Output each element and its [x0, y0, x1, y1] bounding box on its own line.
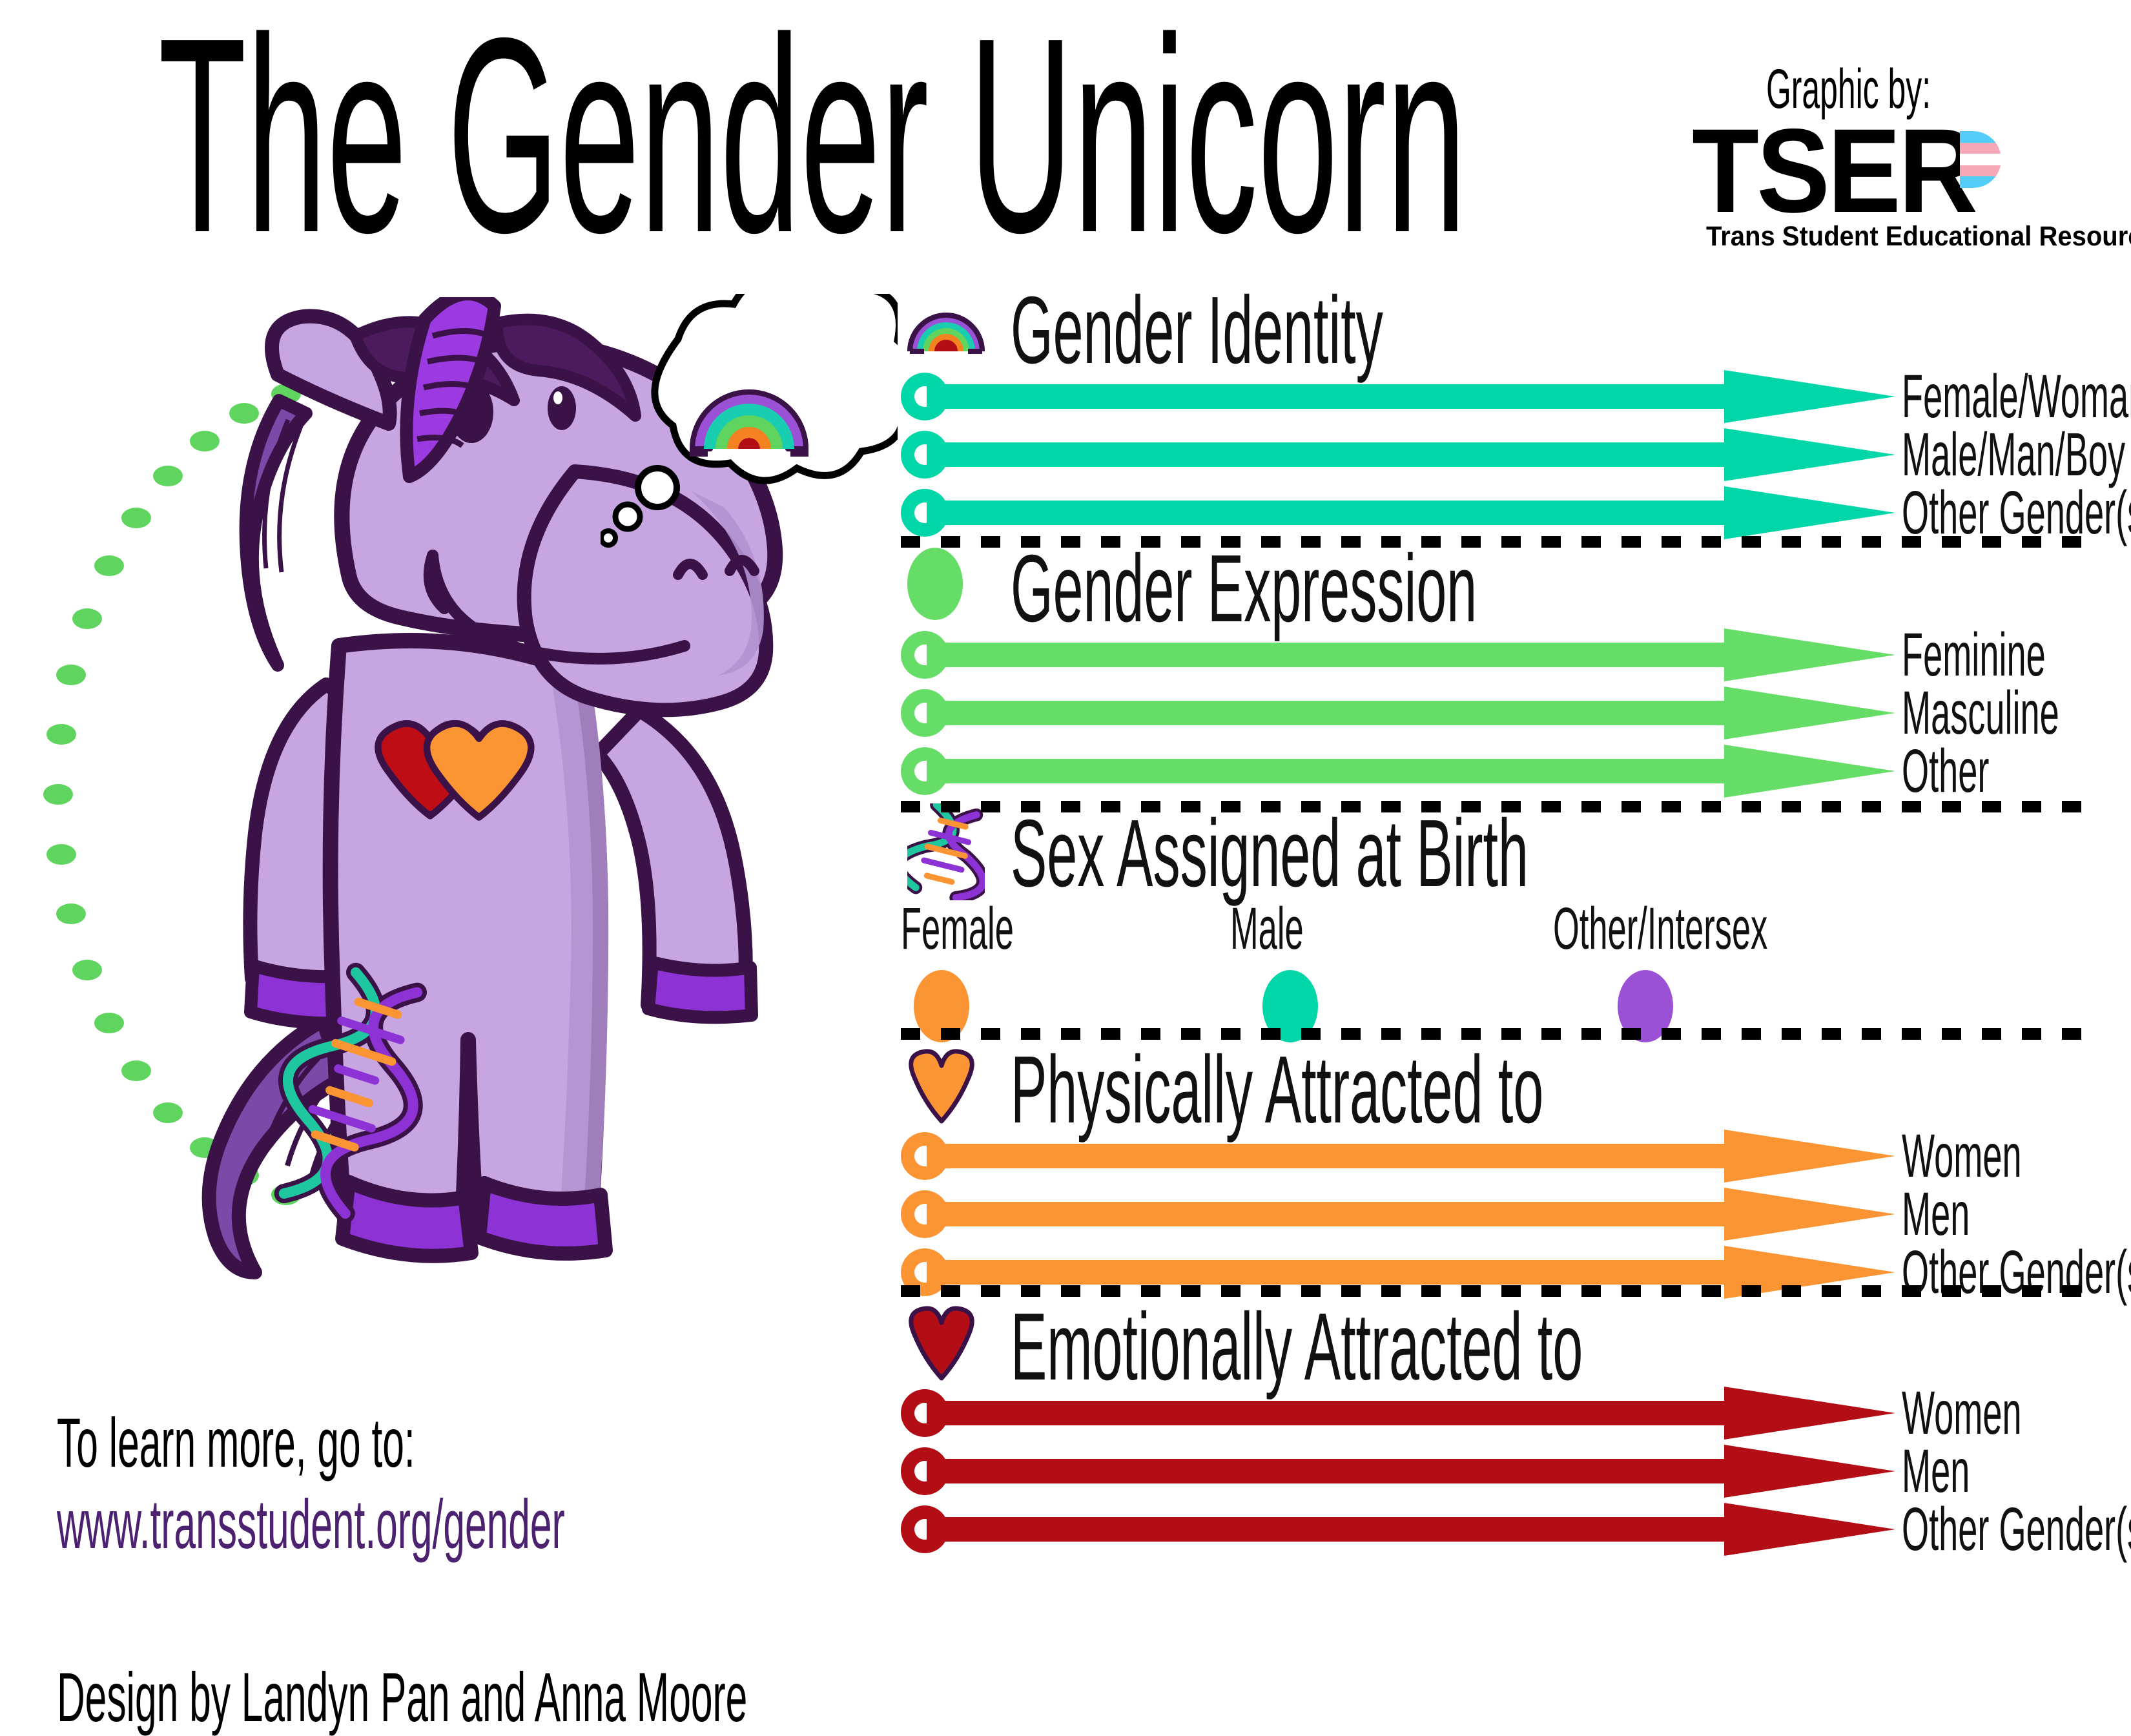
green-dot — [43, 784, 73, 805]
green-dot — [56, 665, 87, 686]
green-dot — [72, 608, 102, 629]
green-dot — [94, 555, 124, 576]
green-dot — [229, 403, 259, 424]
arrow-shaft — [927, 1260, 1724, 1285]
arrow-label: Women — [1902, 1122, 2022, 1190]
arrow-shaft — [927, 1144, 1724, 1168]
orange-heart-icon — [907, 1048, 976, 1124]
green-dot — [121, 507, 151, 528]
page-title: The Gender Unicorn — [158, 0, 1467, 291]
arrow-head-icon — [1724, 428, 1895, 481]
arrow-label: Men — [1902, 1180, 1970, 1248]
green-dot — [46, 723, 77, 745]
arrow-label: Feminine — [1902, 621, 2046, 689]
sab-label: Male — [1230, 896, 1304, 962]
infographic-canvas: The Gender Unicorn Graphic by: TSER Tran… — [43, 0, 2131, 1732]
green-dot — [94, 1013, 124, 1034]
green-dot — [121, 1060, 151, 1082]
section-title: Gender Expression — [1011, 535, 1477, 642]
green-dot — [189, 430, 220, 451]
graphic-by-label: Graphic by: — [1766, 58, 1931, 120]
section-title: Emotionally Attracted to — [1011, 1294, 1583, 1400]
design-credit: Design by Landyn Pan and Anna Moore — [57, 1658, 748, 1736]
footer: To learn more, go to: www.transstudent.o… — [57, 1408, 832, 1732]
tser-subtitle: Trans Student Educational Resources — [1706, 221, 2131, 252]
section-divider — [901, 1028, 2099, 1040]
tser-logo: Graphic by: TSER Trans Student Education… — [1692, 58, 2131, 251]
arrow-head-icon — [1724, 486, 1895, 539]
green-circle-icon — [907, 548, 963, 620]
arrow-label: Masculine — [1902, 679, 2059, 747]
arrow-label: Other Gender(s) — [1902, 479, 2131, 547]
arrow-head-icon — [1724, 628, 1895, 681]
section-divider — [901, 801, 2099, 812]
website-link[interactable]: www.transstudent.org/gender — [57, 1485, 565, 1563]
rainbow-icon — [907, 292, 985, 354]
dna-icon — [892, 798, 990, 904]
arrow-shaft — [927, 701, 1724, 725]
arrow-label: Male/Man/Boy — [1902, 420, 2126, 489]
arrow-head-icon — [1724, 1188, 1895, 1241]
trans-flag-icon — [1960, 131, 2001, 188]
arrow-head-icon — [1724, 1503, 1895, 1556]
arrow-shaft — [927, 1401, 1724, 1425]
section-title: Physically Attracted to — [1011, 1037, 1544, 1143]
arrow-shaft — [927, 501, 1724, 525]
section-divider — [901, 1285, 2099, 1297]
sab-label: Female — [901, 896, 1014, 962]
green-dot — [153, 465, 183, 486]
section-divider — [901, 536, 2099, 548]
arrow-shaft — [927, 1202, 1724, 1226]
arrow-shaft — [927, 442, 1724, 467]
sab-label: Other/Intersex — [1553, 896, 1768, 962]
arrow-shaft — [927, 759, 1724, 783]
arrow-shaft — [927, 1459, 1724, 1483]
arrow-head-icon — [1724, 370, 1895, 423]
green-dot — [56, 903, 87, 924]
thought-bubble — [599, 263, 918, 565]
arrow-head-icon — [1724, 687, 1895, 739]
arrow-label: Female/Woman/Girl — [1902, 362, 2131, 431]
arrow-head-icon — [1724, 745, 1895, 798]
arrow-head-icon — [1724, 1445, 1895, 1498]
arrow-label: Other — [1902, 737, 1990, 805]
arrow-label: Other Gender(s) — [1902, 1495, 2131, 1564]
arrow-label: Men — [1902, 1437, 1970, 1505]
arrow-shaft — [927, 643, 1724, 667]
green-dot — [46, 844, 77, 865]
learn-more-label: To learn more, go to: — [57, 1403, 415, 1482]
green-dot — [153, 1102, 183, 1124]
arrow-shaft — [927, 1517, 1724, 1542]
red-heart-icon — [907, 1305, 976, 1381]
green-dot — [72, 960, 102, 981]
page-title-wrap: The Gender Unicorn — [158, 0, 1579, 291]
tser-wordmark: TSER — [1692, 105, 1978, 238]
arrow-shaft — [927, 384, 1724, 409]
arrow-head-icon — [1724, 1387, 1895, 1440]
arrow-label: Women — [1902, 1379, 2022, 1447]
arrow-head-icon — [1724, 1130, 1895, 1183]
section-title: Sex Assigned at Birth — [1011, 800, 1529, 907]
section-title: Gender Identity — [1011, 277, 1383, 384]
